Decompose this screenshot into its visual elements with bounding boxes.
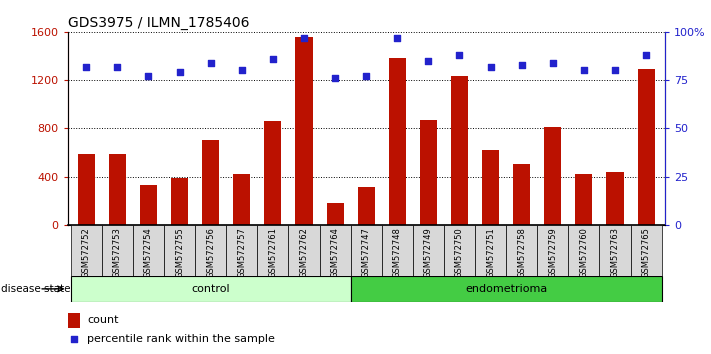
Text: GSM572753: GSM572753: [113, 227, 122, 278]
Text: percentile rank within the sample: percentile rank within the sample: [87, 335, 275, 344]
Text: GSM572760: GSM572760: [579, 227, 589, 278]
Text: GSM572759: GSM572759: [548, 227, 557, 278]
Point: [485, 64, 496, 69]
Text: GSM572756: GSM572756: [206, 227, 215, 278]
Bar: [202, 141, 219, 225]
Bar: [295, 37, 313, 225]
Text: GSM572747: GSM572747: [362, 227, 370, 278]
Bar: [389, 58, 406, 225]
Text: GSM572758: GSM572758: [517, 227, 526, 278]
Bar: [77, 154, 95, 225]
Text: GSM572762: GSM572762: [299, 227, 309, 278]
Bar: [102, 225, 133, 276]
Bar: [264, 121, 282, 225]
Text: GSM572752: GSM572752: [82, 227, 91, 278]
Text: GSM572763: GSM572763: [611, 227, 619, 278]
Bar: [513, 165, 530, 225]
Bar: [70, 225, 102, 276]
Text: endometrioma: endometrioma: [465, 284, 547, 294]
Bar: [358, 187, 375, 225]
Bar: [226, 225, 257, 276]
Bar: [171, 178, 188, 225]
Point: [174, 69, 186, 75]
Bar: [109, 154, 126, 225]
Bar: [257, 225, 289, 276]
Bar: [289, 225, 319, 276]
Point: [392, 35, 403, 40]
Bar: [638, 69, 655, 225]
Bar: [413, 225, 444, 276]
Point: [454, 52, 465, 58]
Point: [609, 68, 621, 73]
Text: control: control: [191, 284, 230, 294]
Bar: [538, 225, 568, 276]
Point: [205, 60, 216, 65]
Bar: [326, 203, 343, 225]
Bar: [544, 127, 562, 225]
Text: GSM572750: GSM572750: [455, 227, 464, 278]
Point: [422, 58, 434, 64]
Bar: [575, 174, 592, 225]
Bar: [606, 172, 624, 225]
Text: GSM572754: GSM572754: [144, 227, 153, 278]
Bar: [140, 185, 157, 225]
Text: GSM572765: GSM572765: [641, 227, 651, 278]
Text: GSM572761: GSM572761: [268, 227, 277, 278]
Point: [267, 56, 279, 62]
Text: count: count: [87, 315, 119, 325]
Bar: [164, 225, 195, 276]
Point: [516, 62, 528, 68]
Bar: [451, 76, 468, 225]
Text: GSM572764: GSM572764: [331, 227, 340, 278]
Bar: [444, 225, 475, 276]
Bar: [351, 225, 382, 276]
Point: [547, 60, 559, 65]
Point: [329, 75, 341, 81]
Bar: [133, 225, 164, 276]
Bar: [482, 150, 499, 225]
Bar: [568, 225, 599, 276]
Bar: [351, 276, 662, 302]
Point: [80, 64, 92, 69]
Bar: [506, 225, 538, 276]
Point: [112, 64, 123, 69]
Point: [143, 73, 154, 79]
Text: GSM572749: GSM572749: [424, 227, 433, 278]
Bar: [70, 276, 351, 302]
Text: GSM572751: GSM572751: [486, 227, 495, 278]
Bar: [475, 225, 506, 276]
Point: [68, 337, 80, 342]
Text: GSM572748: GSM572748: [392, 227, 402, 278]
Point: [236, 68, 247, 73]
Bar: [195, 225, 226, 276]
Bar: [68, 313, 80, 328]
Text: GSM572757: GSM572757: [237, 227, 246, 278]
Point: [641, 52, 652, 58]
Bar: [419, 120, 437, 225]
Bar: [382, 225, 413, 276]
Bar: [233, 174, 250, 225]
Text: GSM572755: GSM572755: [175, 227, 184, 278]
Text: GDS3975 / ILMN_1785406: GDS3975 / ILMN_1785406: [68, 16, 249, 30]
Point: [578, 68, 589, 73]
Bar: [319, 225, 351, 276]
Bar: [631, 225, 662, 276]
Point: [299, 35, 310, 40]
Point: [360, 73, 372, 79]
Bar: [599, 225, 631, 276]
Text: disease state: disease state: [1, 284, 70, 294]
